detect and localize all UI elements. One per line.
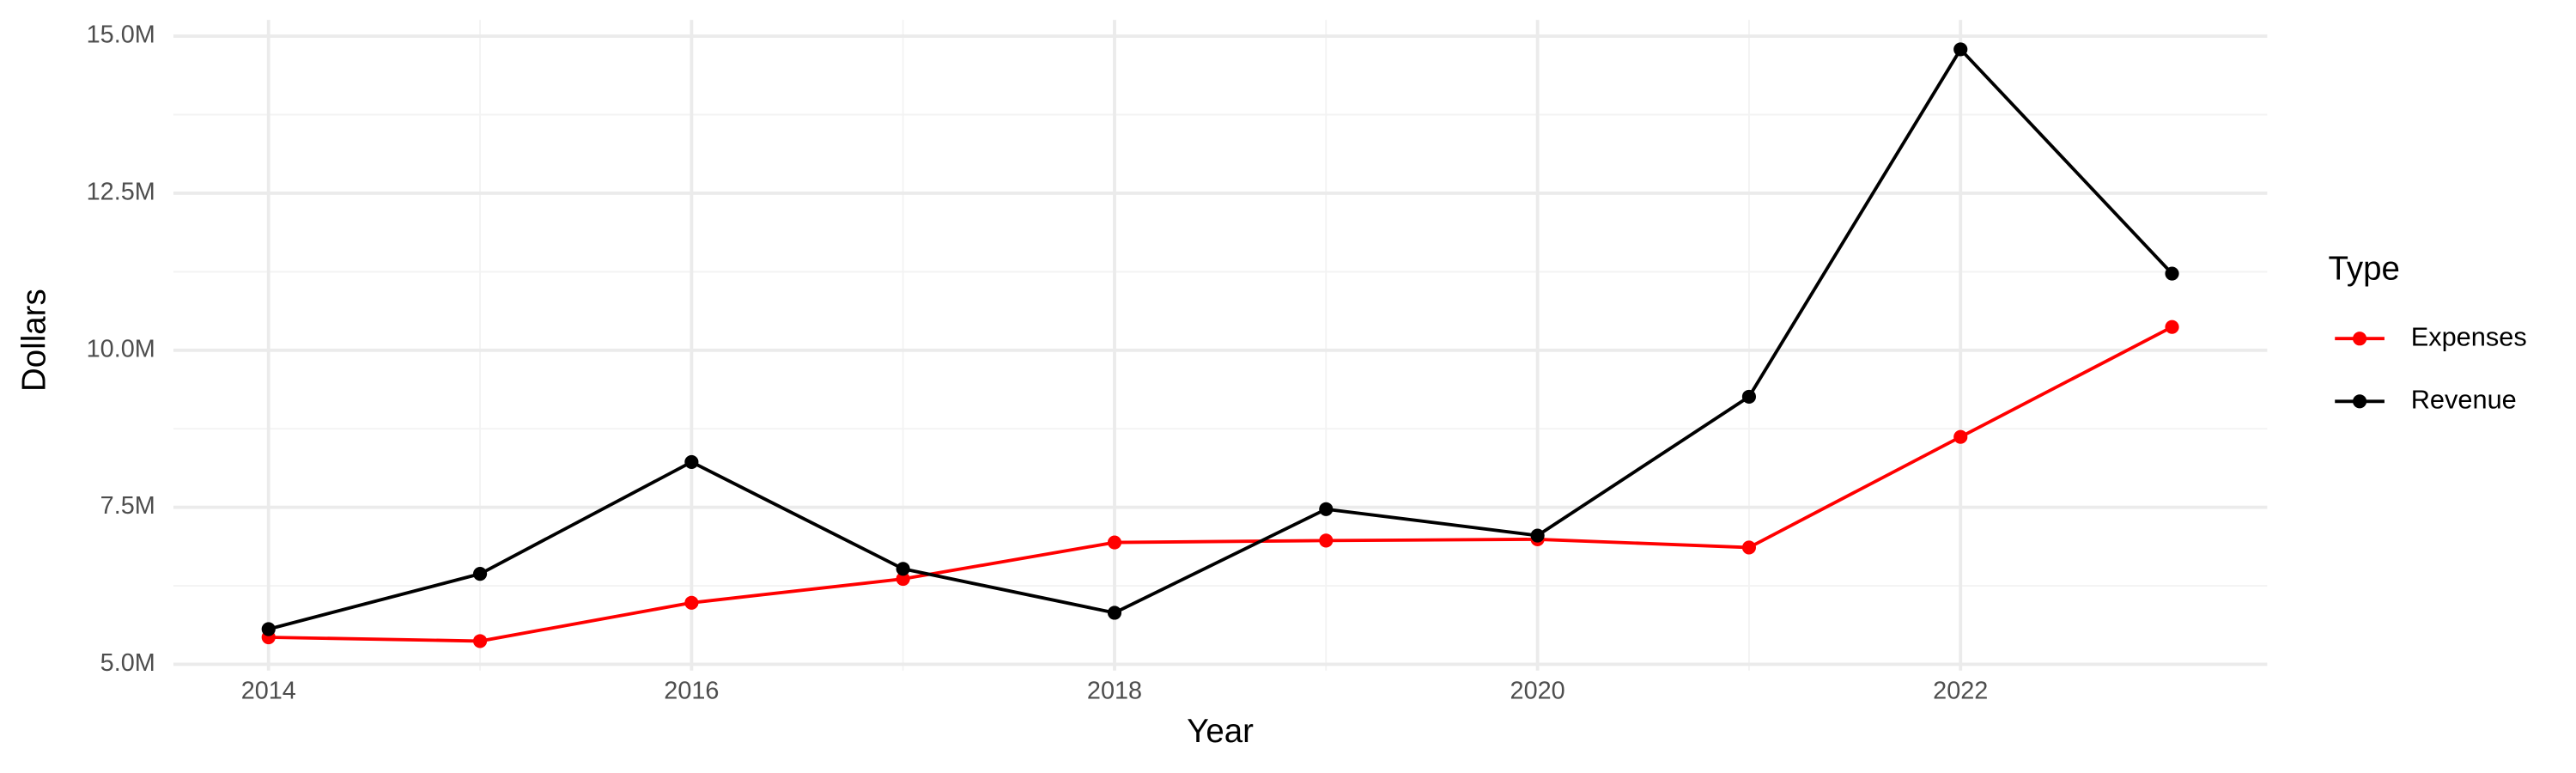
x-tick-label: 2014 <box>241 677 296 704</box>
y-tick-label: 10.0M <box>87 335 155 362</box>
y-tick-label: 5.0M <box>100 649 155 677</box>
legend-marker <box>2353 332 2367 346</box>
legend-title: Type <box>2329 251 2400 288</box>
x-tick-label: 2016 <box>664 677 719 704</box>
x-axis-title: Year <box>1187 713 1254 750</box>
y-axis-title: Dollars <box>15 289 52 392</box>
data-point <box>472 567 488 581</box>
data-point <box>1741 389 1757 404</box>
legend-label: Revenue <box>2411 384 2517 414</box>
y-tick-label: 12.5M <box>87 179 155 206</box>
legend-marker <box>2353 394 2367 409</box>
legend-label: Expenses <box>2411 321 2527 351</box>
data-point <box>896 571 910 587</box>
y-tick-label: 15.0M <box>87 21 155 49</box>
data-point <box>1953 42 1968 57</box>
data-point <box>1530 528 1545 543</box>
y-tick-label: 7.5M <box>100 492 155 520</box>
data-point <box>1107 535 1122 550</box>
data-point <box>1319 502 1334 516</box>
x-tick-label: 2020 <box>1510 677 1565 704</box>
data-point <box>2165 266 2179 281</box>
data-point <box>2165 320 2179 334</box>
data-point <box>1319 533 1334 548</box>
data-point <box>472 634 488 648</box>
data-point <box>684 595 699 610</box>
data-point <box>1953 429 1968 444</box>
series-line <box>268 46 2173 631</box>
data-point <box>1741 540 1757 555</box>
data-point <box>261 622 276 636</box>
series-line <box>268 326 2173 643</box>
data-point <box>896 562 910 576</box>
x-tick-label: 2022 <box>1933 677 1988 704</box>
data-point <box>1107 606 1122 620</box>
data-point <box>684 454 699 470</box>
x-tick-label: 2018 <box>1087 677 1142 704</box>
